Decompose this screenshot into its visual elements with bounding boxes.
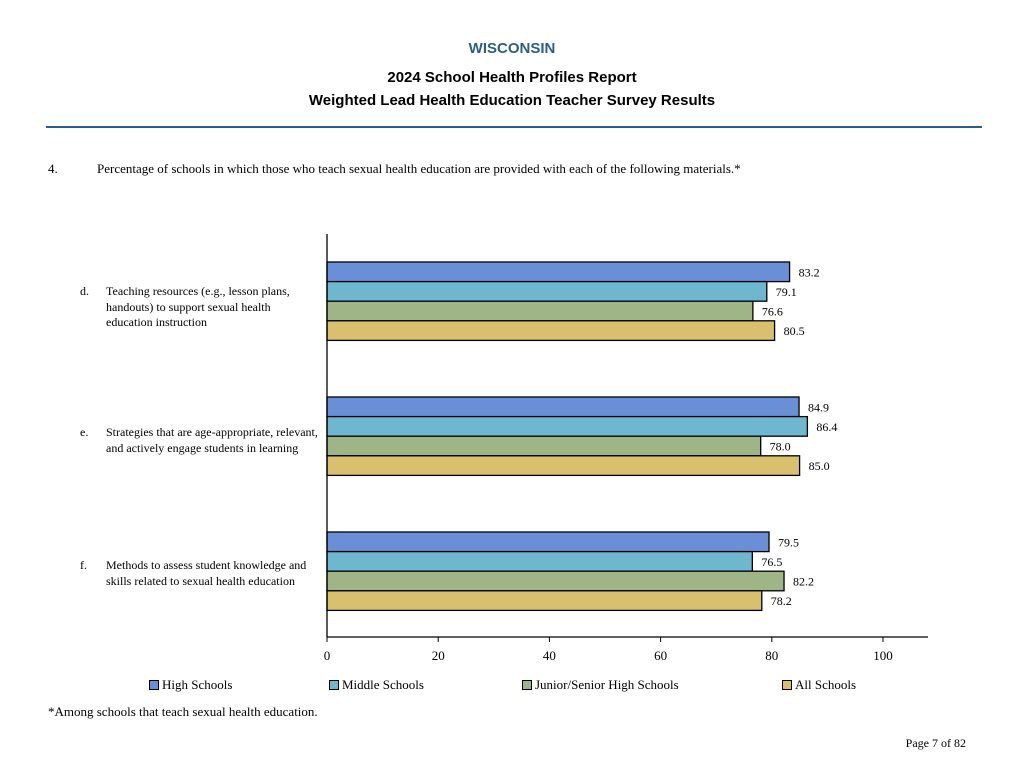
category-letter-f: f. bbox=[80, 558, 87, 572]
category-label-d: Teaching resources (e.g., lesson plans, … bbox=[106, 284, 290, 329]
bar-e-middle-schools bbox=[326, 415, 809, 437]
legend-swatch-high-schools bbox=[149, 680, 159, 690]
bar-f-junior-senior-high-schools bbox=[326, 570, 785, 592]
bar-f-all-schools bbox=[326, 590, 763, 612]
legend-label-middle-schools: Middle Schools bbox=[342, 677, 424, 692]
header-divider bbox=[46, 126, 982, 128]
question-number: 4. bbox=[48, 161, 58, 176]
data-label-e-all-schools: 85.0 bbox=[809, 459, 830, 473]
legend-item-high-schools: High Schools bbox=[149, 677, 232, 693]
legend-label-all-schools: All Schools bbox=[795, 677, 857, 692]
report-title: 2024 School Health Profiles Report bbox=[387, 69, 637, 86]
footnote: *Among schools that teach sexual health … bbox=[48, 704, 318, 719]
legend-swatch-all-schools bbox=[782, 680, 792, 690]
legend-swatch-middle-schools bbox=[329, 680, 339, 690]
data-label-f-middle-schools: 76.5 bbox=[761, 555, 782, 569]
legend-label-junior-senior-high-schools: Junior/Senior High Schools bbox=[535, 677, 679, 692]
report-subtitle: Weighted Lead Health Education Teacher S… bbox=[308, 92, 716, 109]
page-number: Page 7 of 82 bbox=[905, 736, 966, 750]
data-label-f-high-schools: 79.5 bbox=[778, 535, 799, 549]
x-tick-label: 0 bbox=[324, 648, 331, 663]
legend-label-high-schools: High Schools bbox=[162, 677, 233, 692]
bar-e-all-schools bbox=[326, 455, 801, 477]
category-letter-d: d. bbox=[80, 284, 89, 298]
bar-d-high-schools bbox=[326, 261, 791, 283]
bar-d-middle-schools bbox=[326, 280, 768, 302]
x-tick-label: 20 bbox=[432, 648, 445, 663]
data-label-e-high-schools: 84.9 bbox=[808, 400, 829, 414]
data-label-d-junior-senior-high-schools: 76.6 bbox=[762, 305, 783, 319]
bar-e-junior-senior-high-schools bbox=[326, 435, 762, 457]
x-tick-label: 100 bbox=[873, 648, 893, 663]
bar-f-middle-schools bbox=[326, 550, 753, 572]
bar-d-all-schools bbox=[326, 320, 776, 342]
x-tick-label: 60 bbox=[654, 648, 667, 663]
chart-legend: High Schools Middle Schools Junior/Senio… bbox=[0, 677, 1024, 697]
data-label-f-junior-senior-high-schools: 82.2 bbox=[793, 575, 814, 589]
data-label-e-middle-schools: 86.4 bbox=[816, 420, 837, 434]
x-tick-label: 40 bbox=[543, 648, 556, 663]
bar-d-junior-senior-high-schools bbox=[326, 300, 754, 322]
legend-item-middle-schools: Middle Schools bbox=[329, 677, 424, 693]
state-name: WISCONSIN bbox=[468, 40, 556, 57]
category-label-f: Methods to assess student knowledge and … bbox=[106, 558, 307, 588]
legend-item-junior-senior-high-schools: Junior/Senior High Schools bbox=[522, 677, 679, 693]
x-tick-label: 80 bbox=[765, 648, 778, 663]
category-label-e: Strategies that are age-appropriate, rel… bbox=[106, 425, 318, 455]
data-label-e-junior-senior-high-schools: 78.0 bbox=[770, 440, 791, 454]
legend-swatch-junior-senior-high-schools bbox=[522, 680, 532, 690]
data-label-d-all-schools: 80.5 bbox=[784, 324, 805, 338]
bar-f-high-schools bbox=[326, 531, 770, 553]
data-label-f-all-schools: 78.2 bbox=[771, 594, 792, 608]
bar-e-high-schools bbox=[326, 396, 800, 418]
question-text: Percentage of schools in which those who… bbox=[97, 161, 741, 176]
data-label-d-middle-schools: 79.1 bbox=[776, 285, 797, 299]
category-letter-e: e. bbox=[80, 425, 89, 439]
legend-item-all-schools: All Schools bbox=[782, 677, 856, 693]
data-label-d-high-schools: 83.2 bbox=[799, 265, 820, 279]
